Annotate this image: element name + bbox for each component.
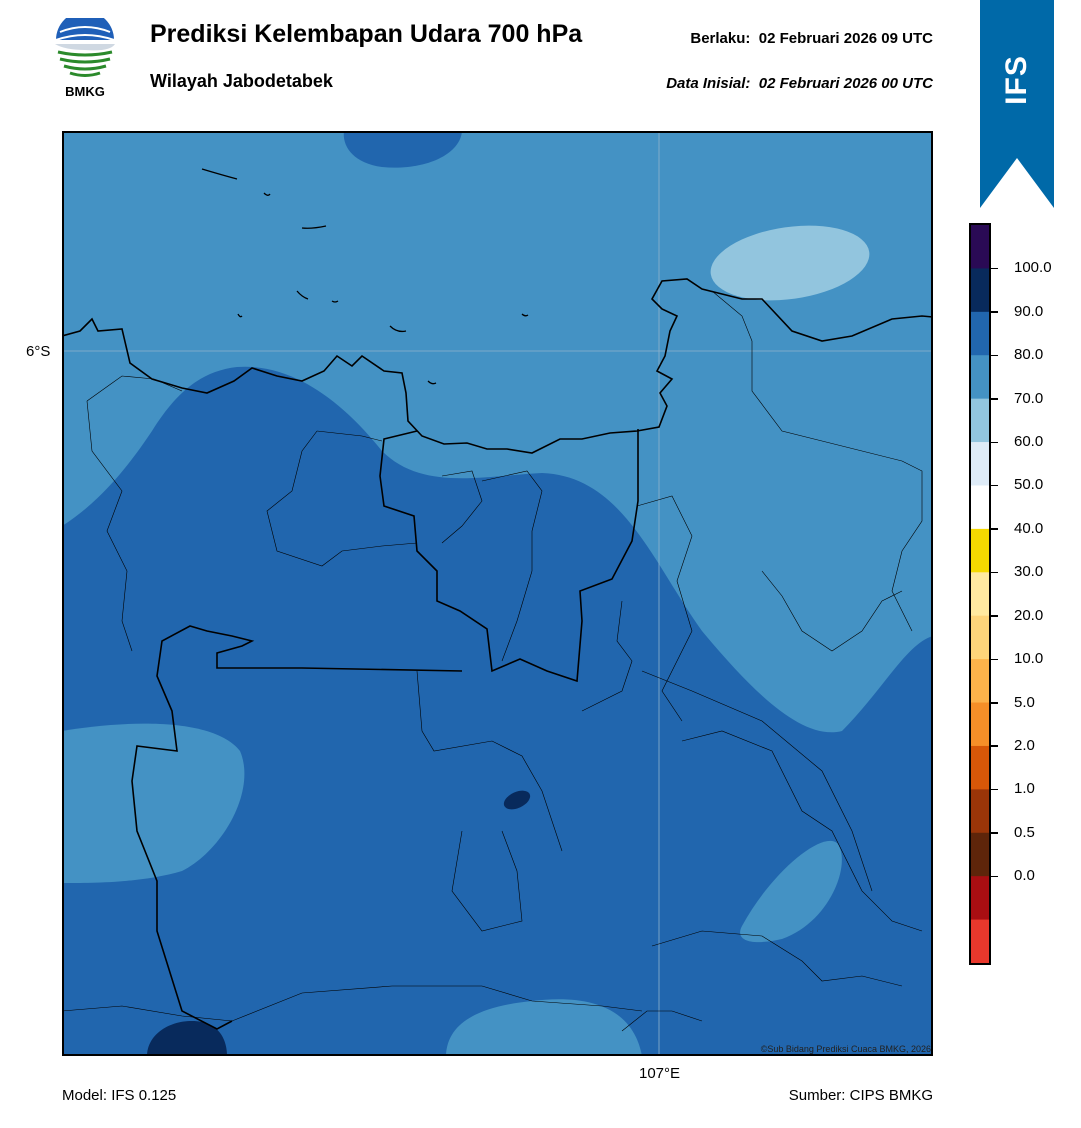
colorbar-label: 5.0	[1014, 693, 1035, 711]
colorbar-label: 0.0	[1014, 867, 1035, 885]
colorbar-tick	[991, 571, 998, 574]
colorbar-label: 30.0	[1014, 563, 1044, 581]
copyright-text: ©Sub Bidang Prediksi Cuaca BMKG, 2026	[760, 1044, 931, 1054]
colorbar-swatch	[971, 919, 989, 964]
init-value: 02 Februari 2026 00 UTC	[758, 75, 933, 92]
logo-text: BMKG	[65, 84, 105, 99]
colorbar-swatch	[971, 789, 989, 834]
colorbar-swatch	[971, 485, 989, 530]
map-frame	[62, 131, 933, 1056]
init-time: Data Inisial: 02 Februari 2026 00 UTC	[666, 75, 933, 92]
colorbar-tick	[991, 267, 998, 270]
map-title: Prediksi Kelembapan Udara 700 hPa	[150, 20, 583, 48]
colorbar-swatch	[971, 442, 989, 486]
colorbar-label: 100.0	[1014, 259, 1052, 277]
colorbar-label: 60.0	[1014, 433, 1044, 451]
colorbar-tick	[991, 441, 998, 444]
ifs-banner-label: IFS	[980, 0, 1054, 160]
regency-boundaries	[62, 290, 923, 1032]
colorbar-swatch	[971, 615, 989, 660]
colorbar-tick	[991, 788, 998, 791]
colorbar-label: 2.0	[1014, 736, 1035, 754]
source-label: Sumber: CIPS BMKG	[788, 1087, 933, 1104]
colorbar-swatch	[971, 355, 989, 400]
colorbar-swatch	[971, 745, 989, 790]
field-80-90-north	[343, 131, 462, 168]
colorbar-tick	[991, 658, 998, 661]
thousand-islands	[201, 168, 529, 385]
coastline	[62, 278, 933, 454]
field-90-100-central	[503, 790, 531, 810]
valid-value: 02 Februari 2026 09 UTC	[758, 30, 933, 47]
province-boundary-west	[131, 625, 463, 1030]
lon-label: 107°E	[639, 1065, 681, 1082]
field-80-90	[62, 366, 933, 1056]
map-subtitle: Wilayah Jabodetabek	[150, 71, 333, 91]
lat-label: 6°S	[26, 343, 51, 360]
colorbar-tick	[991, 702, 998, 704]
colorbar	[969, 223, 991, 965]
humidity-map	[62, 131, 933, 1056]
colorbar-label: 20.0	[1014, 606, 1044, 624]
colorbar-swatch	[971, 311, 989, 356]
field-90-100-southwest	[147, 1021, 227, 1056]
colorbar-label: 50.0	[1014, 476, 1044, 494]
colorbar-tick	[991, 528, 998, 530]
colorbar-tick	[991, 354, 998, 357]
colorbar-tick	[991, 311, 998, 313]
colorbar-swatch	[971, 572, 989, 617]
ifs-text: IFS	[999, 55, 1033, 105]
province-boundary	[379, 429, 639, 683]
colorbar-tick	[991, 398, 998, 400]
colorbar-frame	[969, 223, 991, 965]
init-label: Data Inisial:	[666, 75, 751, 92]
colorbar-swatch	[971, 528, 989, 573]
colorbar-swatch	[971, 832, 989, 877]
colorbar-swatch	[971, 659, 989, 704]
colorbar-tick	[991, 745, 998, 747]
colorbar-label: 10.0	[1014, 650, 1044, 668]
colorbar-label: 90.0	[1014, 302, 1044, 320]
colorbar-swatch	[971, 268, 989, 313]
colorbar-swatch	[971, 398, 989, 443]
bmkg-logo-icon	[50, 11, 120, 102]
valid-label: Berlaku:	[690, 30, 751, 47]
ifs-banner	[980, 0, 1054, 208]
model-label: Model: IFS 0.125	[62, 1087, 177, 1104]
colorbar-tick	[991, 615, 998, 617]
colorbar-swatch	[971, 702, 989, 747]
colorbar-tick	[991, 832, 998, 834]
colorbar-tick	[991, 484, 998, 487]
colorbar-label: 1.0	[1014, 780, 1035, 798]
field-60-70-northeast	[710, 225, 870, 301]
field-70-80-south	[446, 999, 642, 1056]
valid-time: Berlaku: 02 Februari 2026 09 UTC	[690, 30, 933, 47]
colorbar-tick	[991, 875, 998, 878]
field-70-80-southeast	[740, 840, 842, 943]
colorbar-label: 80.0	[1014, 346, 1044, 364]
colorbar-swatch	[971, 876, 989, 921]
field-70-80-west	[62, 723, 245, 883]
colorbar-label: 0.5	[1014, 823, 1035, 841]
colorbar-label: 70.0	[1014, 389, 1044, 407]
colorbar-swatch	[971, 225, 989, 269]
colorbar-label: 40.0	[1014, 519, 1044, 537]
